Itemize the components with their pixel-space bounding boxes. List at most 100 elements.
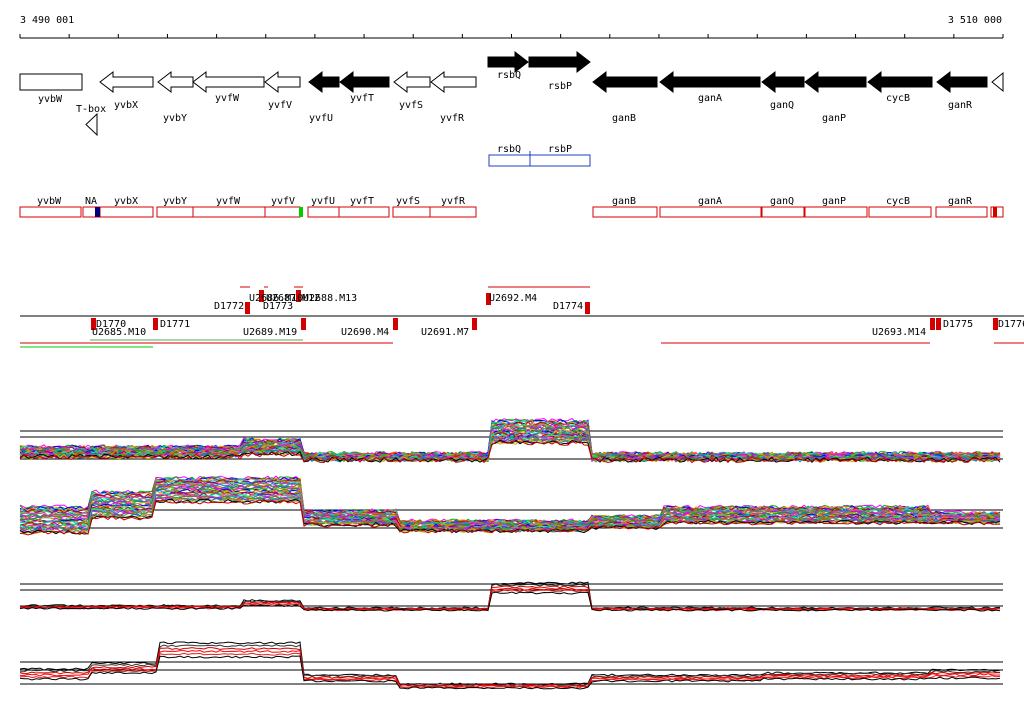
red-region-box[interactable] <box>264 206 301 218</box>
expression-profile-line <box>19 428 1001 461</box>
segment-marker <box>936 318 941 330</box>
red-region-box[interactable] <box>392 206 431 218</box>
tbox-triangle-icon <box>85 112 98 137</box>
segment-upper-label: U2692.M4 <box>489 293 537 304</box>
red-region-box[interactable] <box>19 206 82 218</box>
gene-label: ganP <box>822 113 846 124</box>
gene-label: ganR <box>948 100 973 111</box>
red-region-box[interactable] <box>429 206 477 218</box>
profile-panel-1 <box>19 417 1003 464</box>
navy-marker <box>95 207 100 217</box>
red-region-box[interactable] <box>156 206 194 218</box>
red-region-label: yvfU <box>311 196 335 207</box>
gene-label: yvfT <box>350 93 374 104</box>
gene-label: yvfW <box>215 93 240 104</box>
red-region-box[interactable] <box>804 206 868 218</box>
segment-marker <box>585 302 590 314</box>
partial-gene-arrow <box>991 71 1004 93</box>
profile-panel-3 <box>19 581 1003 612</box>
segment-lower-label: U2685.M10 <box>92 327 146 338</box>
blue-track-label: rsbP <box>548 144 572 155</box>
red-region-box[interactable] <box>761 206 805 218</box>
red-region-box[interactable] <box>935 206 988 218</box>
gene-arrow-ganQ[interactable] <box>761 70 805 94</box>
tbox-feature: T-box <box>76 104 106 137</box>
red-region-label: yvfS <box>396 196 420 207</box>
segment-upper-label: D1773 <box>263 301 293 312</box>
segment-upper-label: D1772 <box>214 301 244 312</box>
segment-lower-label: U2691.M7 <box>421 327 469 338</box>
segment-upper-label: U2687.M12 <box>266 293 320 304</box>
gene-label: yvbY <box>163 113 187 124</box>
gene-label: yvfV <box>268 100 292 111</box>
segment-marker <box>486 293 491 305</box>
gene-arrow-ganR[interactable] <box>936 70 988 94</box>
ruler-start-label: 3 490 001 <box>20 15 74 26</box>
gene-label: yvbW <box>38 94 63 105</box>
gene-arrow-yvfU[interactable] <box>308 70 340 94</box>
red-region-label: yvbY <box>163 196 187 207</box>
blue-box-rsbQ[interactable] <box>488 154 531 167</box>
gene-label: ganA <box>698 93 722 104</box>
gene-label: yvfS <box>399 100 423 111</box>
segment-lower-label: U2690.M4 <box>341 327 389 338</box>
segment-marker <box>393 318 398 330</box>
green-marker <box>299 207 303 217</box>
red-region-box[interactable] <box>338 206 390 218</box>
gene-arrow-yvbY[interactable] <box>157 70 194 94</box>
gene-arrow-yvfW[interactable] <box>192 70 265 94</box>
segment-marker <box>259 290 264 302</box>
segment-lower-label: D1770 <box>96 319 126 330</box>
red-region-box[interactable] <box>307 206 340 218</box>
expression-profile-line <box>19 591 1001 612</box>
gene-arrow-cycB[interactable] <box>867 70 933 94</box>
red-region-label: ganA <box>698 196 722 207</box>
expression-profile-line <box>19 649 1001 688</box>
red-region-box[interactable] <box>868 206 932 218</box>
red-region-label: yvbW <box>37 196 62 207</box>
red-region-label: yvfT <box>350 196 374 207</box>
red-region-box[interactable] <box>659 206 762 218</box>
segment-marker <box>296 290 301 302</box>
gene-arrow-yvfS[interactable] <box>393 70 431 94</box>
gene-arrow-yvfV[interactable] <box>264 70 301 94</box>
gene-arrow-yvfT[interactable] <box>339 70 390 94</box>
expression-profile-line <box>19 487 1001 529</box>
gene-arrow-yvfR[interactable] <box>430 70 477 94</box>
gene-arrow-yvbW[interactable] <box>19 73 83 91</box>
red-region-box[interactable] <box>592 206 658 218</box>
gene-label: rsbQ <box>497 70 521 81</box>
segment-lower-label: U2689.M19 <box>243 327 297 338</box>
expression-profile-line <box>19 498 1001 535</box>
segment-marker <box>472 318 477 330</box>
gene-arrow-ganB[interactable] <box>592 70 658 94</box>
gene-label: ganQ <box>770 100 794 111</box>
segment-marker <box>993 318 998 330</box>
segment-upper-label: U2686.M10 <box>249 293 303 304</box>
segment-upper-label: U2688.M13 <box>303 293 357 304</box>
red-region-box[interactable] <box>192 206 266 218</box>
segment-lower-label: D1775 <box>943 319 973 330</box>
gene-label: ganB <box>612 113 636 124</box>
gene-arrow-yvbX[interactable] <box>99 70 154 94</box>
red-region-label: ganB <box>612 196 636 207</box>
expression-profile-line <box>19 647 1000 688</box>
segment-lower-label: U2693.M14 <box>872 327 926 338</box>
red-region-box[interactable] <box>99 206 154 218</box>
segment-marker <box>153 318 158 330</box>
expression-profile-line <box>19 644 1001 687</box>
gene-label: yvbX <box>114 100 138 111</box>
blue-transcript-track: rsbQ rsbP <box>488 144 591 167</box>
segment-marker <box>245 302 250 314</box>
segment-marker <box>301 318 306 330</box>
gene-arrow-rsbQ[interactable] <box>487 50 529 74</box>
ruler-ticks <box>19 34 1004 38</box>
gene-arrow-ganP[interactable] <box>804 70 867 94</box>
gene-arrow-rsbP[interactable] <box>528 50 591 74</box>
red-region-label: yvfV <box>271 196 295 207</box>
expression-profile-line <box>19 492 1001 531</box>
gene-arrow-ganA[interactable] <box>659 70 761 94</box>
blue-box-rsbP[interactable] <box>529 154 591 167</box>
